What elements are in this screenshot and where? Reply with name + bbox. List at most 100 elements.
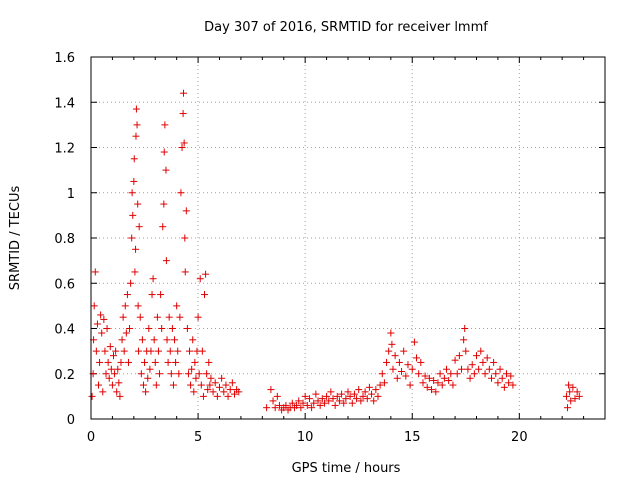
data-points [88, 89, 583, 414]
y-tick-label: 0.6 [54, 277, 75, 292]
data-point [282, 401, 290, 409]
data-point [410, 338, 418, 346]
data-point [145, 325, 153, 332]
data-point [415, 370, 423, 378]
data-point [182, 207, 190, 215]
data-point [228, 379, 236, 387]
data-point [116, 392, 124, 400]
data-point [370, 397, 378, 405]
data-point [363, 395, 371, 403]
data-point [417, 358, 425, 366]
data-point [398, 367, 406, 375]
data-point [167, 370, 175, 378]
data-point [468, 361, 476, 369]
data-point [333, 392, 341, 400]
data-point [148, 291, 156, 299]
data-point [121, 302, 129, 310]
data-point [293, 401, 301, 409]
data-point [496, 365, 504, 373]
y-tick-label: 1 [67, 187, 75, 202]
data-point [385, 347, 393, 355]
data-point [198, 347, 206, 355]
data-point [571, 395, 579, 403]
data-point [440, 374, 448, 382]
data-point [430, 377, 438, 385]
data-point [138, 336, 146, 344]
data-point [235, 388, 243, 396]
data-point [133, 121, 141, 129]
data-point [222, 381, 230, 389]
chart-title: Day 307 of 2016, SRMTID for receiver lmm… [204, 20, 488, 35]
data-point [406, 381, 414, 389]
data-point [378, 370, 386, 378]
data-point [91, 268, 99, 276]
data-point [464, 365, 472, 373]
data-point [197, 381, 205, 389]
data-point [470, 370, 478, 378]
data-point [166, 347, 174, 355]
data-point [344, 388, 352, 396]
data-point [132, 245, 140, 253]
data-point [160, 148, 168, 156]
data-point [147, 347, 155, 355]
data-point [141, 358, 149, 366]
x-tick-label: 0 [87, 430, 95, 445]
data-point [162, 166, 170, 174]
data-point [340, 399, 348, 407]
data-point [355, 386, 363, 394]
data-point [565, 381, 573, 389]
data-point [329, 395, 337, 403]
data-point [186, 347, 194, 355]
data-point [509, 381, 517, 389]
data-point [500, 383, 508, 391]
data-point [213, 392, 221, 400]
data-point [144, 374, 152, 382]
data-point [455, 352, 463, 360]
data-point [342, 395, 350, 403]
data-point [269, 397, 277, 405]
x-tick-label: 15 [404, 430, 421, 445]
data-point [485, 365, 493, 373]
data-point [103, 325, 111, 332]
data-point [100, 315, 108, 323]
data-point [473, 352, 480, 360]
data-point [177, 189, 185, 197]
data-point [376, 381, 384, 389]
x-tick-label: 20 [511, 430, 528, 445]
data-point [483, 354, 491, 362]
data-point [127, 279, 135, 287]
data-point [462, 347, 470, 355]
data-point [271, 404, 279, 412]
x-tick-label: 10 [297, 430, 314, 445]
data-point [114, 365, 122, 373]
data-point [263, 404, 271, 412]
data-point [146, 365, 154, 373]
data-point [150, 336, 158, 344]
data-point [492, 370, 500, 378]
data-point [184, 370, 192, 378]
data-point [335, 397, 343, 405]
data-point [404, 361, 412, 369]
data-point [353, 395, 361, 403]
data-point [494, 379, 502, 387]
data-point [117, 358, 125, 366]
data-point [218, 374, 226, 382]
data-point [105, 374, 113, 382]
data-point [383, 358, 391, 366]
data-point [149, 275, 157, 283]
data-point [498, 374, 506, 382]
data-point [566, 388, 574, 396]
y-tick-label: 1.2 [54, 142, 75, 157]
data-point [316, 401, 324, 409]
data-point [505, 379, 513, 387]
data-point [402, 372, 410, 380]
data-point [130, 177, 138, 185]
data-point [338, 390, 346, 398]
data-point [389, 365, 397, 373]
data-point [134, 200, 142, 208]
data-point [436, 370, 444, 378]
data-point [209, 388, 217, 396]
data-point [109, 352, 117, 360]
data-point [195, 370, 203, 378]
data-point [169, 381, 177, 389]
